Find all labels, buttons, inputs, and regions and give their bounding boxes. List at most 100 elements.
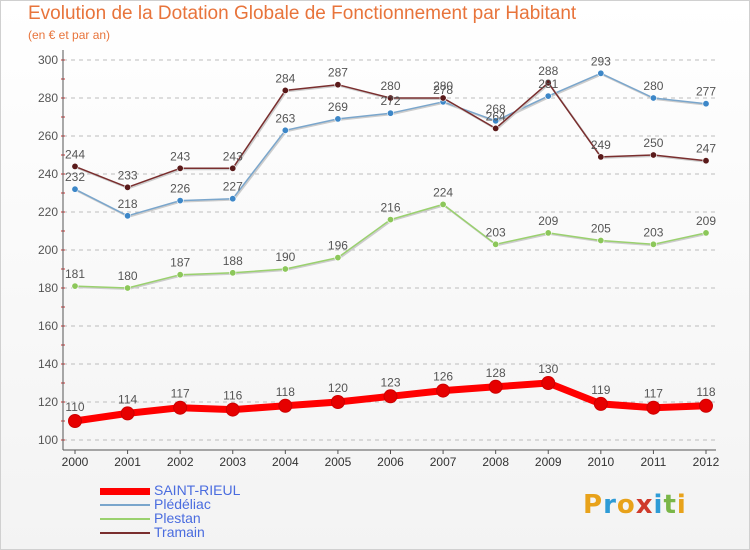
data-label: 243 — [223, 149, 243, 163]
data-label: 293 — [591, 54, 611, 68]
data-label: 117 — [171, 387, 190, 401]
data-point[interactable] — [173, 400, 188, 415]
data-point[interactable] — [597, 69, 605, 77]
data-point[interactable] — [649, 151, 657, 159]
data-label: 130 — [538, 362, 558, 376]
data-point[interactable] — [225, 402, 240, 417]
chart-subtitle: (en € et par an) — [28, 28, 111, 42]
data-label: 284 — [275, 71, 295, 85]
data-point[interactable] — [71, 185, 79, 193]
data-point[interactable] — [541, 376, 556, 390]
y-tick-label: 100 — [38, 433, 58, 447]
data-point[interactable] — [71, 162, 79, 170]
data-label: 181 — [65, 267, 85, 281]
logo-letter: o — [616, 490, 636, 520]
data-point[interactable] — [386, 109, 394, 117]
legend-swatch — [100, 487, 150, 495]
data-point[interactable] — [281, 265, 289, 273]
data-point[interactable] — [386, 94, 394, 102]
data-point[interactable] — [124, 284, 132, 292]
data-point[interactable] — [120, 406, 135, 421]
x-tick-label: 2007 — [430, 455, 457, 469]
legend-label: SAINT-RIEUL — [154, 482, 241, 498]
data-label: 203 — [486, 225, 506, 239]
legend-label: Tramain — [154, 524, 205, 540]
data-point[interactable] — [702, 157, 710, 165]
data-point[interactable] — [68, 414, 82, 428]
x-tick-label: 2005 — [325, 455, 352, 469]
data-point[interactable] — [492, 124, 500, 132]
y-tick-label: 260 — [38, 129, 58, 143]
data-point[interactable] — [281, 126, 289, 134]
data-point[interactable] — [386, 216, 394, 224]
data-label: 272 — [380, 94, 400, 108]
y-tick-label: 180 — [38, 281, 58, 295]
data-point[interactable] — [436, 383, 451, 398]
data-point[interactable] — [124, 212, 132, 220]
data-point[interactable] — [330, 395, 345, 409]
data-point[interactable] — [281, 86, 289, 94]
data-label: 287 — [328, 66, 348, 80]
data-point[interactable] — [488, 379, 503, 394]
data-point[interactable] — [229, 195, 237, 203]
data-point[interactable] — [176, 164, 184, 172]
chart-title: Evolution de la Dotation Globale de Fonc… — [28, 3, 577, 24]
data-point[interactable] — [176, 271, 184, 279]
axes: 100 120 140 160 180 200 220 240 260 280 300 2000 200… — [38, 50, 720, 469]
legend-swatch — [100, 518, 150, 520]
data-label: 280 — [433, 79, 453, 93]
data-point[interactable] — [439, 94, 447, 102]
data-label: 288 — [538, 64, 558, 78]
data-point[interactable] — [699, 398, 713, 413]
data-label: 233 — [118, 168, 138, 182]
logo-letter: t — [663, 490, 677, 520]
data-point[interactable] — [334, 115, 342, 123]
x-tick-label: 2009 — [535, 455, 562, 469]
data-point[interactable] — [702, 100, 710, 108]
data-label: 110 — [65, 400, 84, 414]
data-point[interactable] — [649, 94, 657, 102]
data-point[interactable] — [229, 269, 237, 277]
x-tick-label: 2003 — [219, 455, 246, 469]
data-label: 280 — [643, 79, 663, 93]
x-tick-label: 2008 — [482, 455, 509, 469]
data-label: 281 — [538, 77, 558, 91]
data-point[interactable] — [597, 237, 605, 245]
x-tick-label: 2001 — [114, 455, 141, 469]
data-point[interactable] — [383, 389, 398, 404]
data-point[interactable] — [544, 229, 552, 237]
data-point[interactable] — [334, 254, 342, 262]
data-point[interactable] — [649, 240, 657, 248]
data-point[interactable] — [597, 153, 605, 161]
data-point[interactable] — [229, 164, 237, 172]
data-point[interactable] — [646, 400, 661, 415]
data-label: 118 — [276, 385, 295, 399]
data-point[interactable] — [124, 183, 132, 191]
data-point[interactable] — [544, 79, 552, 87]
data-point[interactable] — [492, 117, 500, 125]
series-group — [68, 69, 713, 428]
data-label: 268 — [486, 102, 506, 116]
data-label: 243 — [170, 149, 190, 163]
data-label: 126 — [433, 370, 453, 384]
x-tick-label: 2006 — [377, 455, 404, 469]
data-label: 123 — [380, 375, 400, 389]
data-label: 180 — [118, 269, 138, 283]
data-point[interactable] — [492, 240, 500, 248]
data-point[interactable] — [176, 197, 184, 205]
data-point[interactable] — [593, 396, 608, 411]
data-point[interactable] — [334, 81, 342, 89]
data-point[interactable] — [544, 92, 552, 100]
data-label: 190 — [275, 250, 295, 264]
data-label: 278 — [433, 83, 453, 97]
data-label: 205 — [591, 222, 611, 236]
data-point[interactable] — [702, 229, 710, 237]
data-label: 250 — [643, 136, 663, 150]
logo-letter: i — [653, 490, 664, 520]
logo-letter: x — [635, 490, 654, 520]
data-point[interactable] — [278, 398, 293, 413]
x-tick-label: 2011 — [641, 455, 667, 469]
data-point[interactable] — [71, 282, 79, 290]
data-point[interactable] — [439, 200, 447, 208]
